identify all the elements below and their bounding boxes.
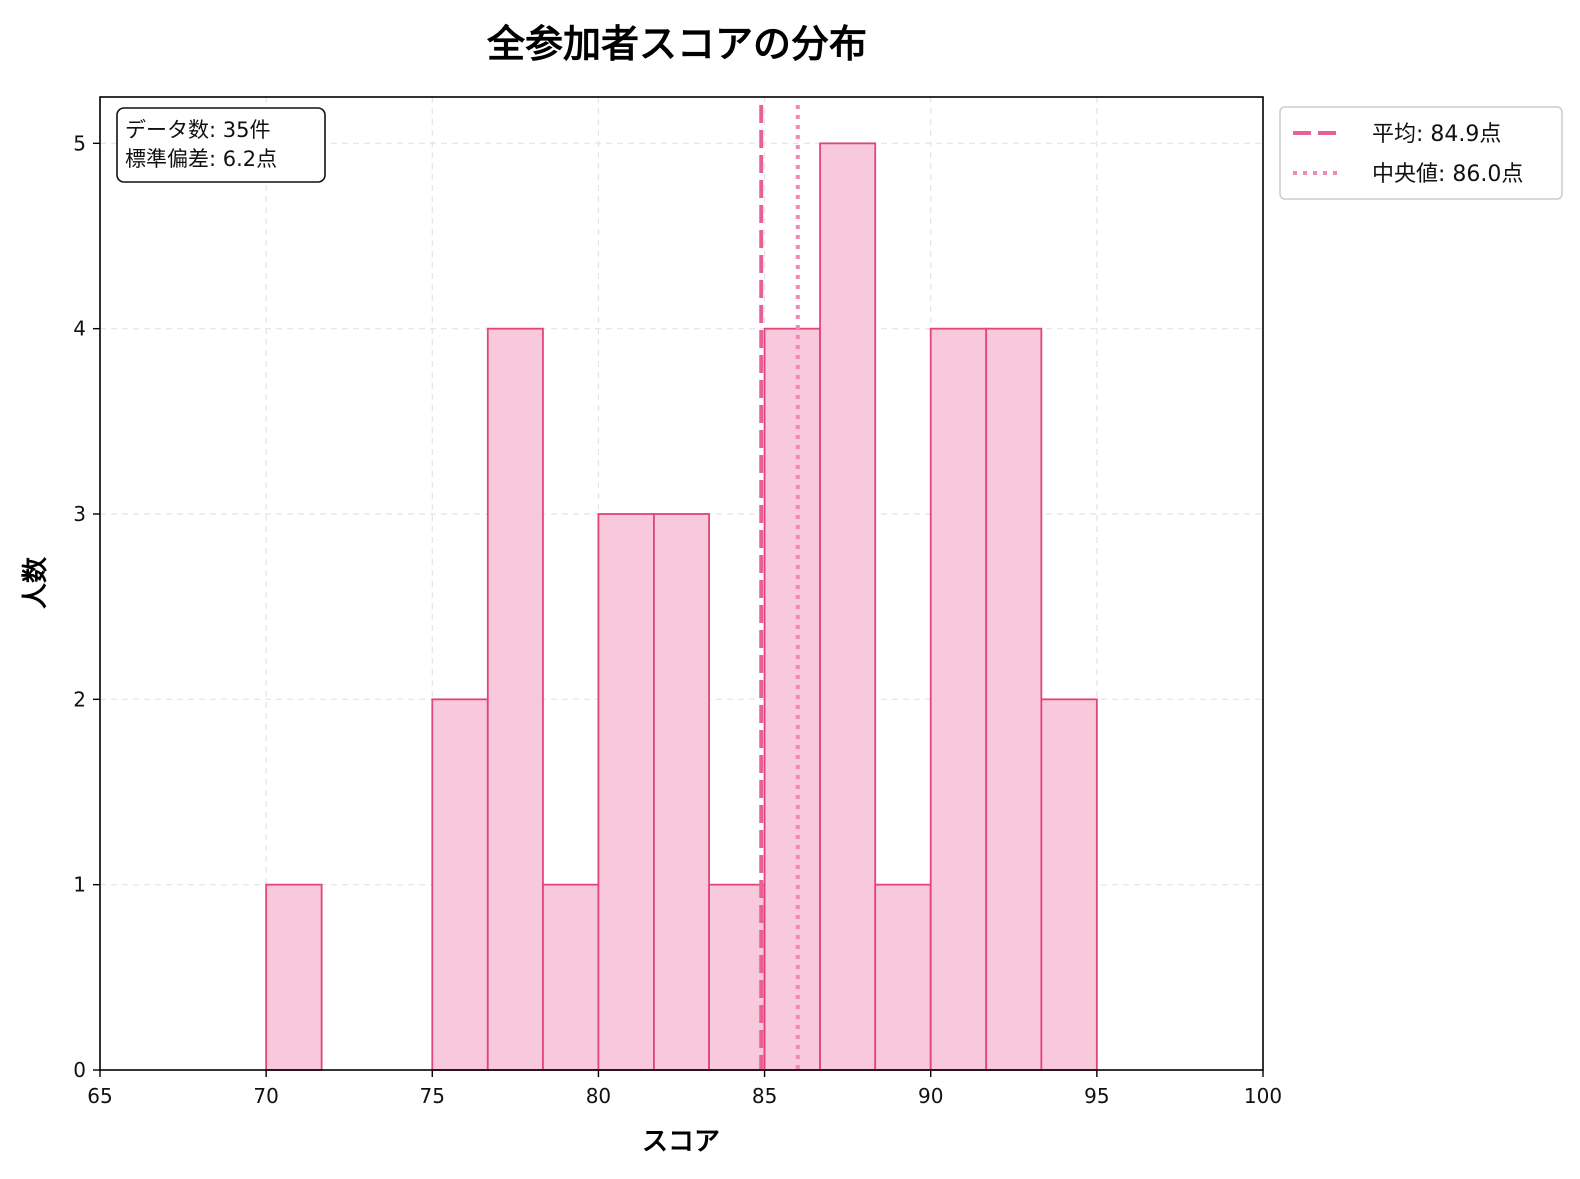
legend-mean-label: 平均: 84.9点 (1372, 122, 1501, 147)
histogram-bar (708, 883, 766, 1071)
y-tick-label: 3 (73, 502, 86, 526)
legend-median-label: 中央値: 86.0点 (1372, 162, 1523, 187)
stats-stddev: 標準偏差: 6.2点 (125, 147, 277, 171)
x-tick-label: 70 (253, 1084, 278, 1108)
y-tick-label: 4 (73, 317, 86, 341)
chart-title: 全参加者スコアの分布 (486, 22, 867, 66)
plot-frame (99, 96, 1264, 1071)
y-tick-label: 0 (73, 1058, 86, 1082)
histogram-bar (653, 513, 710, 1071)
histogram-bar (819, 142, 877, 1071)
histogram-bar (486, 327, 544, 1071)
histogram-bar (929, 327, 988, 1071)
x-tick-label: 100 (1244, 1084, 1282, 1108)
x-axis: 65 70 75 80 85 90 95 100 (87, 1070, 1282, 1108)
histogram-bar (265, 883, 323, 1071)
histogram-bar (874, 883, 932, 1071)
histogram-bar (597, 513, 655, 1071)
histogram-bar (985, 327, 1043, 1071)
bars (265, 142, 1098, 1071)
y-tick-label: 5 (73, 131, 86, 155)
stats-count: データ数: 35件 (125, 118, 270, 142)
histogram-bar (763, 327, 821, 1071)
histogram-bar (1040, 698, 1098, 1071)
y-axis: 0 1 2 3 4 5 (73, 131, 100, 1082)
x-tick-label: 65 (87, 1084, 112, 1108)
reference-lines (759, 105, 800, 1070)
histogram-bar (431, 698, 489, 1071)
legend: 平均: 84.9点 中央値: 86.0点 (1279, 106, 1563, 200)
x-tick-label: 85 (752, 1084, 777, 1108)
histogram-bar (542, 883, 600, 1071)
x-tick-label: 90 (918, 1084, 943, 1108)
y-axis-label: 人数 (21, 556, 51, 609)
x-tick-label: 80 (586, 1084, 611, 1108)
y-tick-label: 2 (73, 687, 86, 711)
x-tick-label: 75 (420, 1084, 445, 1108)
x-tick-label: 95 (1084, 1084, 1109, 1108)
stats-box: データ数: 35件 標準偏差: 6.2点 (116, 107, 326, 183)
y-tick-label: 1 (73, 873, 86, 897)
x-axis-label: スコア (642, 1127, 720, 1157)
